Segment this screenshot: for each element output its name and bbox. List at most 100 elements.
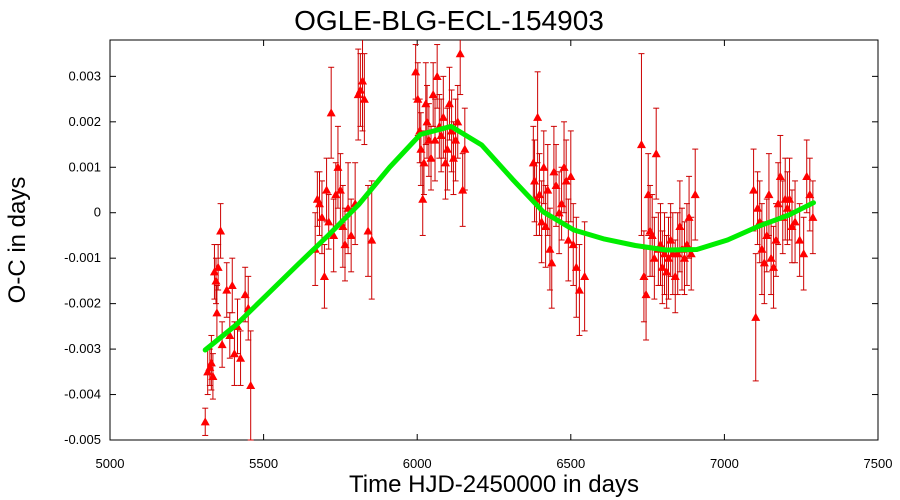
y-axis-label: O-C in days [4,177,31,304]
data-point-triangle [666,235,676,244]
x-tick-label: 6000 [403,456,432,471]
data-point-triangle [324,217,334,226]
data-point-triangle [541,221,551,230]
data-point-triangle [686,249,696,258]
data-point-triangle [212,308,222,317]
x-tick-label: 5500 [249,456,278,471]
data-point-triangle [217,340,227,349]
data-point-triangle [639,271,649,280]
data-point-triangle [636,140,646,149]
data-point-triangle [561,176,571,185]
data-point-triangle [451,135,461,144]
data-point-triangle [240,290,250,299]
data-point-triangle [422,117,432,126]
data-point-triangle [322,185,332,194]
x-tick-label: 7500 [864,456,893,471]
data-point-triangle [440,158,450,167]
data-point-triangle [326,108,336,117]
data-point-triangle [436,130,446,140]
data-point-triangle [684,212,694,221]
data-point-triangle [367,235,377,244]
fit-curve [202,123,816,353]
x-axis-ticks: 5000 5500 6000 6500 7000 7500 [96,40,893,471]
data-point-triangle [432,71,442,80]
chart-title: OGLE-BLG-ECL-154903 [294,5,604,36]
data-point-triangle [453,117,463,126]
data-point-triangle [662,267,672,276]
data-point-triangle [333,162,343,171]
data-point-triangle [795,235,805,244]
data-point-triangle [447,126,457,135]
data-point-triangle [543,185,553,194]
data-point-triangle [775,171,785,180]
data-point-triangle [411,67,421,76]
data-point-triangle [563,235,573,244]
data-point-triangle [211,276,221,285]
data-point-triangle [571,262,581,271]
data-point-triangle [749,185,759,194]
data-point-triangle [340,240,350,249]
y-tick-label: -0.001 [64,250,101,265]
data-point-triangle [216,226,226,235]
data-point-triangle [444,99,454,108]
data-point-triangle [206,358,216,367]
data-point-triangle [566,171,576,180]
data-point-triangle [551,180,561,190]
data-point-triangle [205,362,215,371]
data-point-triangle [649,253,659,262]
data-point-triangle [236,353,246,362]
data-point-triangle [460,144,470,153]
data-point-triangle [764,190,774,199]
data-point-triangle [530,176,540,185]
data-point-triangle [657,262,667,271]
data-point-triangle [442,144,452,153]
data-point-triangle [213,262,223,271]
data-point-triangle [534,190,544,199]
data-point-triangle [545,244,555,253]
y-tick-label: 0 [94,205,101,220]
data-point-triangle [799,249,809,258]
data-point-triangle [539,162,549,171]
data-point-triangle [209,267,219,276]
data-point-triangle [554,208,564,217]
data-point-triangle [358,76,368,85]
data-point-triangle [753,203,763,212]
x-tick-label: 7000 [710,456,739,471]
y-tick-label: 0.002 [68,114,101,129]
data-point-triangle [580,271,590,280]
data-point-triangle [528,158,538,167]
y-axis-ticks: -0.005 -0.004 -0.003 -0.002 -0.001 0 0.001 0.00… [64,68,878,447]
data-point-triangle [329,230,339,240]
data-point-triangle [773,199,783,208]
data-point-triangle [690,190,700,199]
data-point-triangle [682,240,692,249]
x-tick-label: 5000 [96,456,125,471]
data-point-triangle [458,185,468,194]
data-point-triangle [353,90,363,99]
x-axis-label: Time HJD-2450000 in days [349,471,639,498]
data-point-triangle [808,212,818,221]
data-point-triangle [549,167,559,176]
data-point-triangle [790,217,800,226]
data-point-triangle [424,135,434,144]
data-point-triangle [455,49,465,58]
data-point-triangle [643,190,653,199]
data-point-triangle [222,285,232,294]
y-tick-label: -0.002 [64,296,101,311]
data-point-triangle [675,221,685,230]
data-point-triangle [363,226,373,235]
data-point-triangle [428,90,438,99]
data-point-triangle [346,230,356,240]
data-point-triangle [203,367,213,376]
data-point-triangle [533,112,543,121]
data-point-triangle [651,149,661,158]
data-point-triangle [647,230,657,240]
data-point-triangle [574,285,584,294]
data-point-triangle [568,240,578,249]
data-point-triangle [766,253,776,262]
data-point-triangle [448,153,458,162]
data-point-triangle [208,371,218,380]
data-point-triangle [802,171,812,180]
